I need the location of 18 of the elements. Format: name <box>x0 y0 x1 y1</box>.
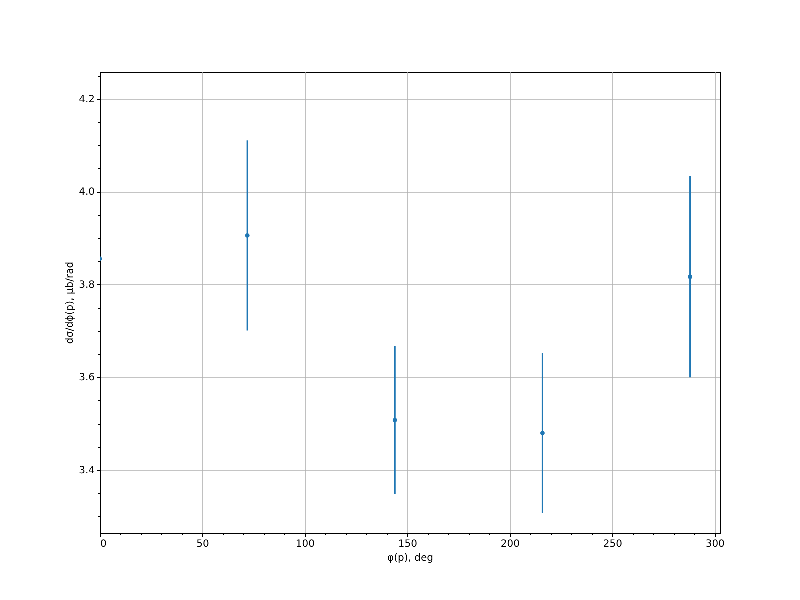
y-tick-label: 4.2 <box>79 94 95 106</box>
x-tick-label: 150 <box>398 539 418 550</box>
point <box>245 233 250 238</box>
y-axis-title: dσ/dϕ(p), μb/rad <box>65 262 76 344</box>
y-tick-label: 3.4 <box>79 465 95 476</box>
x-tick-label: 0 <box>100 539 107 550</box>
x-tick-label: 200 <box>500 539 520 550</box>
y-tick-label: 4.0 <box>79 187 95 198</box>
point <box>392 418 398 423</box>
x-tick-label: 300 <box>706 539 725 550</box>
y-tick-label: 3.8 <box>79 280 95 291</box>
x-tick-label: 50 <box>196 539 210 550</box>
x-tick-label: 250 <box>603 539 622 550</box>
x-axis-title: φ(p), deg <box>388 553 434 564</box>
y-tick-label: 3.6 <box>79 372 95 384</box>
x-tick-label: 100 <box>296 539 316 550</box>
point <box>688 274 693 280</box>
point <box>540 431 545 436</box>
